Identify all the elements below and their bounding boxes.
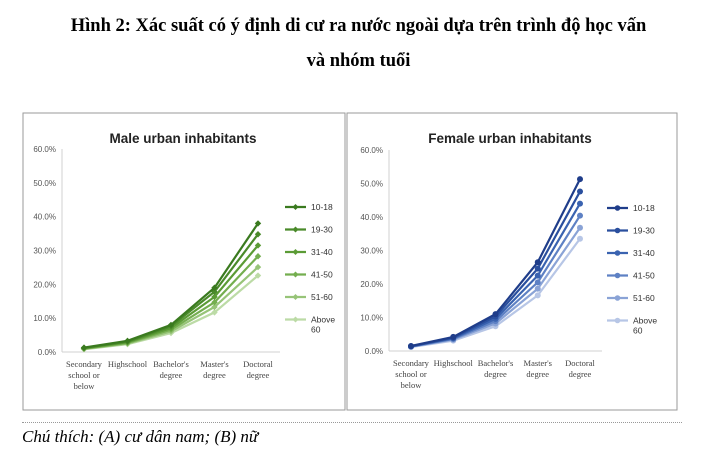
female-legend-label: 10-18 <box>633 203 655 213</box>
female-data-point <box>534 279 541 286</box>
male-legend-label: 51-60 <box>311 292 333 302</box>
male-legend-marker <box>292 249 299 255</box>
female-data-point <box>492 311 499 318</box>
female-x-tick-label: Bachelor's degree <box>478 358 514 379</box>
male-data-point <box>211 293 218 301</box>
figure-caption: Chú thích: (A) cư dân nam; (B) nữ <box>22 427 259 446</box>
male-legend-marker <box>292 316 299 323</box>
female-legend-label: Above 60 <box>633 316 657 336</box>
male-data-point <box>254 263 262 271</box>
male-data-point <box>254 272 262 279</box>
female-data-point <box>577 235 583 242</box>
male-y-tick-label: 50.0% <box>33 179 56 188</box>
male-legend-label: Above 60 <box>311 315 335 335</box>
male-legend-marker <box>292 271 299 278</box>
male-data-point <box>254 220 262 227</box>
male-y-tick-label: 0.0% <box>38 348 56 357</box>
female-data-point <box>577 188 583 195</box>
male-legend-marker <box>292 226 299 233</box>
male-y-tick-label: 40.0% <box>33 213 56 222</box>
male-legend-label: 10-18 <box>311 202 333 212</box>
female-legend-label: 19-30 <box>633 226 655 236</box>
female-y-tick-label: 50.0% <box>360 180 383 189</box>
female-data-point <box>450 333 457 340</box>
female-chart: Female urban inhabitants 0.0% 10.0% 20.0% 30… <box>360 131 657 390</box>
male-data-point <box>211 284 218 291</box>
male-chart-panel <box>22 112 346 411</box>
female-data-point <box>408 342 414 349</box>
female-data-point <box>534 272 541 279</box>
male-legend-label: 41-50 <box>311 270 333 280</box>
female-y-tick-label: 40.0% <box>360 213 383 222</box>
female-data-point <box>534 285 541 292</box>
male-data-point <box>167 321 175 329</box>
male-data-point <box>124 337 131 345</box>
male-x-tick-label: Doctoral degree <box>243 359 273 380</box>
male-y-tick-label: 30.0% <box>33 247 56 256</box>
female-data-point <box>577 200 583 207</box>
female-y-tick-label: 30.0% <box>360 247 383 256</box>
female-legend-marker <box>614 295 621 301</box>
female-data-point <box>577 176 583 183</box>
female-y-tick-label: 60.0% <box>360 146 383 155</box>
female-legend-marker <box>614 250 621 256</box>
male-x-tick-label: Master's degree <box>200 359 228 380</box>
male-legend-label: 19-30 <box>311 225 333 235</box>
charts-canvas: Male urban inhabitants 0.0% 10.0% 20.0% 30.0… <box>22 112 678 411</box>
male-data-point <box>211 299 218 306</box>
female-x-tick-label: Master's degree <box>524 358 552 379</box>
male-x-tick-label: Secondary school or below <box>66 359 103 391</box>
female-legend-marker <box>614 227 621 234</box>
male-y-tick-label: 60.0% <box>33 145 56 154</box>
female-chart-title: Female urban inhabitants <box>428 131 592 146</box>
male-data-point <box>80 344 88 351</box>
male-data-point <box>211 303 218 311</box>
female-data-point <box>534 259 541 266</box>
male-y-tick-label: 20.0% <box>33 280 56 289</box>
female-x-tick-label: Doctoral degree <box>565 358 595 379</box>
male-chart: Male urban inhabitants 0.0% 10.0% 20.0% 30.0… <box>33 131 335 391</box>
female-legend-marker <box>614 272 621 279</box>
figure-title-line2: và nhóm tuổi <box>306 51 411 71</box>
male-legend-label: 31-40 <box>311 247 333 257</box>
male-y-tick-label: 10.0% <box>33 314 56 323</box>
male-data-point <box>254 231 262 238</box>
female-legend-label: 51-60 <box>633 293 655 303</box>
male-data-point <box>211 288 218 295</box>
figure-title-line1: Hình 2: Xác suất có ý định di cư ra nước… <box>70 16 647 36</box>
male-data-point <box>211 309 218 316</box>
female-x-tick-label: Secondary school or below <box>393 358 430 390</box>
female-y-tick-label: 0.0% <box>365 347 383 356</box>
male-x-tick-label: Bachelor's degree <box>153 359 189 380</box>
female-legend-marker <box>614 205 621 211</box>
female-legend-label: 41-50 <box>633 271 655 281</box>
female-legend-marker <box>614 317 621 324</box>
female-y-tick-label: 20.0% <box>360 280 383 289</box>
female-x-tick-label: Highschool <box>434 358 474 368</box>
female-chart-panel <box>346 112 678 411</box>
female-data-point <box>577 224 583 231</box>
male-x-tick-label: Highschool <box>108 359 148 369</box>
male-data-point <box>254 242 262 249</box>
female-data-point <box>534 292 541 299</box>
caption-divider <box>22 422 682 423</box>
female-data-point <box>534 265 541 272</box>
female-y-tick-label: 10.0% <box>360 314 383 323</box>
male-data-point <box>254 253 262 260</box>
male-legend-marker <box>292 294 299 300</box>
female-legend-label: 31-40 <box>633 248 655 258</box>
female-data-point <box>577 212 583 219</box>
male-legend-marker <box>292 204 299 210</box>
male-chart-title: Male urban inhabitants <box>109 131 256 146</box>
